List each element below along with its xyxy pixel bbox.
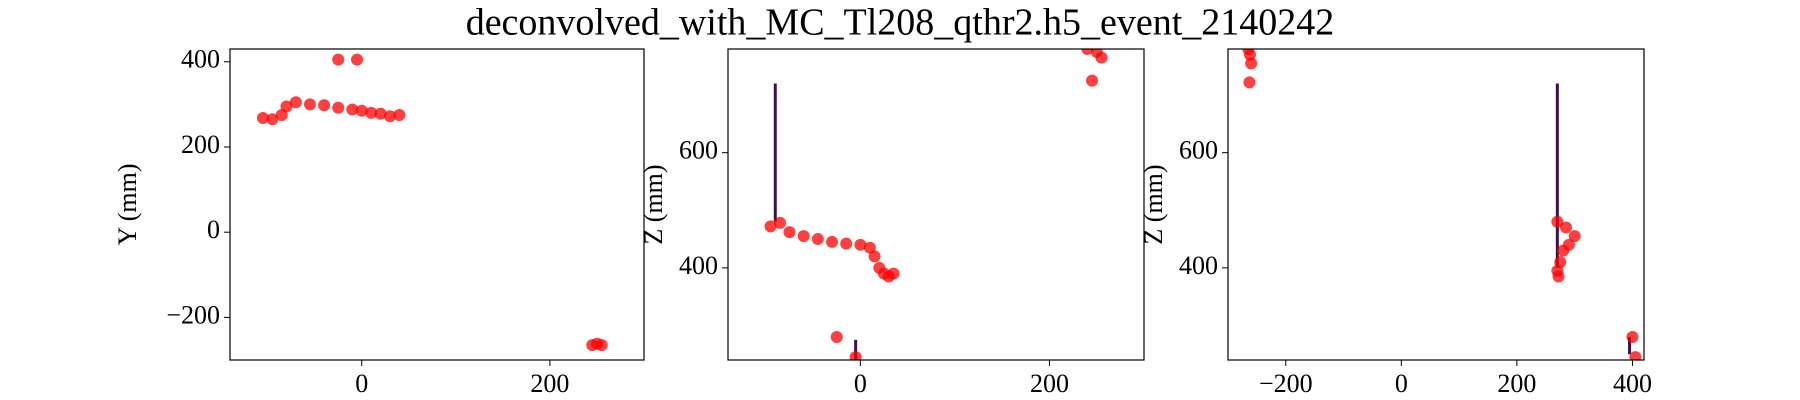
- point: [1245, 57, 1258, 70]
- x-tick-label: 0: [1395, 369, 1408, 398]
- point: [1552, 270, 1565, 283]
- point: [830, 330, 843, 343]
- point: [346, 103, 359, 116]
- x-tick-label: 200: [530, 369, 569, 398]
- point: [318, 99, 331, 112]
- x-tick-label: 0: [854, 369, 867, 398]
- plot-area: [764, 49, 1108, 360]
- x-tick-label: −200: [1259, 369, 1313, 398]
- point: [811, 233, 824, 246]
- y-tick-label: 400: [181, 45, 220, 74]
- axes-frame: [727, 48, 1145, 361]
- point: [289, 96, 302, 109]
- y-tick-label: 0: [207, 215, 220, 244]
- point: [266, 113, 279, 126]
- x-tick-label: 0: [355, 369, 368, 398]
- y-axis-label: Z (mm): [639, 164, 668, 244]
- point: [774, 216, 786, 229]
- point: [351, 53, 364, 66]
- point: [1243, 76, 1256, 89]
- point: [783, 226, 796, 239]
- point: [1551, 215, 1564, 228]
- point: [764, 220, 777, 233]
- point: [1557, 244, 1570, 257]
- point: [797, 230, 810, 243]
- x-tick-label: 400: [1613, 369, 1652, 398]
- figure-title: deconvolved_with_MC_Tl208_qthr2.h5_event…: [466, 2, 1335, 44]
- point: [256, 112, 269, 125]
- point: [826, 235, 838, 248]
- point: [590, 337, 603, 350]
- point: [393, 109, 406, 122]
- y-tick-label: 400: [679, 251, 718, 280]
- point: [303, 98, 316, 111]
- axes-frame: [1227, 48, 1645, 361]
- y-tick-label: 400: [1179, 251, 1218, 280]
- point: [868, 250, 881, 263]
- point: [332, 101, 345, 114]
- y-tick-label: −200: [166, 300, 220, 329]
- point: [840, 237, 853, 250]
- y-tick-label: 200: [181, 130, 220, 159]
- point: [383, 110, 396, 123]
- point: [1568, 230, 1581, 243]
- point: [1626, 330, 1639, 343]
- point: [854, 238, 867, 251]
- axes-frame: [229, 48, 645, 361]
- point: [1095, 51, 1108, 64]
- point: [280, 100, 293, 113]
- x-tick-label: 200: [1030, 369, 1069, 398]
- y-axis-label: Y (mm): [113, 163, 142, 245]
- point: [1081, 49, 1094, 55]
- point: [849, 351, 862, 360]
- point: [374, 107, 387, 120]
- point: [1086, 74, 1098, 87]
- point: [365, 106, 378, 119]
- point: [355, 104, 368, 117]
- y-axis-label: Z (mm): [1139, 164, 1168, 244]
- y-tick-label: 600: [679, 136, 718, 165]
- point: [887, 267, 900, 280]
- point: [1560, 221, 1572, 234]
- point: [1629, 351, 1642, 360]
- plot-area: [256, 53, 608, 352]
- y-tick-label: 600: [1179, 136, 1218, 165]
- point: [332, 53, 345, 66]
- plot-area: [1242, 49, 1642, 360]
- x-tick-label: 200: [1497, 369, 1536, 398]
